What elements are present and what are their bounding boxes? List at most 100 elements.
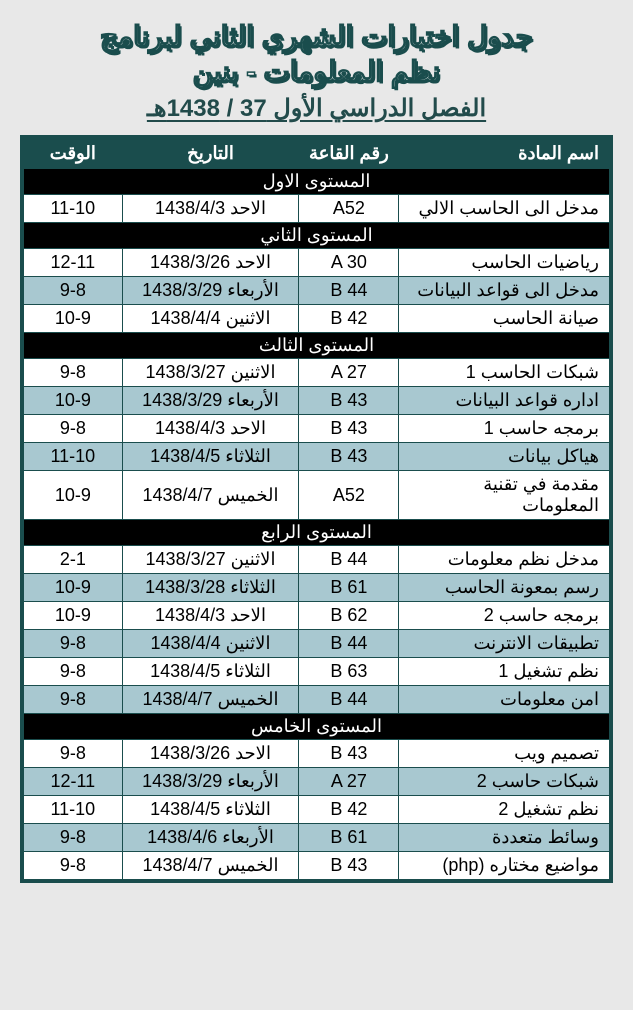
section-title: المستوى الثالث: [22, 333, 611, 359]
cell-date: الثلاثاء 1438/4/5: [122, 796, 299, 824]
cell-date: الاحد 1438/4/3: [122, 602, 299, 630]
cell-date: الاحد 1438/3/26: [122, 249, 299, 277]
table-row: وسائط متعددةB 61الأربعاء 1438/4/69-8: [22, 824, 611, 852]
cell-time: 2-1: [22, 546, 122, 574]
cell-time: 10-9: [22, 387, 122, 415]
table-row: رياضيات الحاسبA 30الاحد 1438/3/2612-11: [22, 249, 611, 277]
cell-time: 9-8: [22, 277, 122, 305]
cell-subject: تصميم ويب: [399, 740, 611, 768]
cell-subject: رسم بمعونة الحاسب: [399, 574, 611, 602]
cell-date: الثلاثاء 1438/3/28: [122, 574, 299, 602]
cell-subject: مدخل نظم معلومات: [399, 546, 611, 574]
table-row: مدخل الى قواعد البياناتB 44الأربعاء 1438…: [22, 277, 611, 305]
cell-subject: مقدمة في تقنية المعلومات: [399, 471, 611, 520]
cell-room: A 27: [299, 359, 399, 387]
cell-room: B 44: [299, 686, 399, 714]
cell-room: B 43: [299, 740, 399, 768]
col-room-header: رقم القاعة: [299, 137, 399, 169]
table-row: نظم تشغيل 2B 42الثلاثاء 1438/4/511-10: [22, 796, 611, 824]
cell-room: B 61: [299, 824, 399, 852]
cell-date: الأربعاء 1438/3/29: [122, 768, 299, 796]
cell-room: A 30: [299, 249, 399, 277]
cell-date: الاثنين 1438/4/4: [122, 305, 299, 333]
cell-time: 9-8: [22, 658, 122, 686]
cell-time: 9-8: [22, 740, 122, 768]
header: جدول اختبارات الشهري الثاني لبرنامج نظم …: [20, 20, 613, 123]
cell-subject: رياضيات الحاسب: [399, 249, 611, 277]
col-subject-header: اسم المادة: [399, 137, 611, 169]
section-title: المستوى الثاني: [22, 223, 611, 249]
cell-subject: وسائط متعددة: [399, 824, 611, 852]
cell-room: B 43: [299, 415, 399, 443]
table-row: برمجه حاسب 2B 62الاحد 1438/4/310-9: [22, 602, 611, 630]
cell-room: B 63: [299, 658, 399, 686]
table-row: شبكات حاسب 2A 27الأربعاء 1438/3/2912-11: [22, 768, 611, 796]
cell-time: 11-10: [22, 443, 122, 471]
cell-subject: مواضيع مختاره (php): [399, 852, 611, 882]
table-header-row: اسم المادة رقم القاعة التاريخ الوقت: [22, 137, 611, 169]
table-row: تطبيقات الانترنتB 44الاثنين 1438/4/49-8: [22, 630, 611, 658]
cell-room: A 27: [299, 768, 399, 796]
cell-time: 9-8: [22, 852, 122, 882]
cell-time: 11-10: [22, 195, 122, 223]
table-row: رسم بمعونة الحاسبB 61الثلاثاء 1438/3/281…: [22, 574, 611, 602]
cell-date: الخميس 1438/4/7: [122, 471, 299, 520]
cell-subject: برمجه حاسب 2: [399, 602, 611, 630]
cell-date: الخميس 1438/4/7: [122, 852, 299, 882]
exam-schedule-table: اسم المادة رقم القاعة التاريخ الوقت المس…: [20, 135, 613, 883]
cell-subject: نظم تشغيل 1: [399, 658, 611, 686]
cell-date: الاحد 1438/4/3: [122, 415, 299, 443]
col-time-header: الوقت: [22, 137, 122, 169]
cell-subject: صيانة الحاسب: [399, 305, 611, 333]
cell-subject: مدخل الى قواعد البيانات: [399, 277, 611, 305]
cell-time: 9-8: [22, 630, 122, 658]
table-row: شبكات الحاسب 1A 27الاثنين 1438/3/279-8: [22, 359, 611, 387]
cell-subject: نظم تشغيل 2: [399, 796, 611, 824]
section-header-row: المستوى الثالث: [22, 333, 611, 359]
table-row: نظم تشغيل 1B 63الثلاثاء 1438/4/59-8: [22, 658, 611, 686]
cell-room: B 42: [299, 305, 399, 333]
table-row: مدخل نظم معلوماتB 44الاثنين 1438/3/272-1: [22, 546, 611, 574]
section-header-row: المستوى الرابع: [22, 520, 611, 546]
title-sub: نظم المعلومات - بنين: [20, 55, 613, 88]
cell-subject: مدخل الى الحاسب الالي: [399, 195, 611, 223]
table-row: اداره قواعد البياناتB 43الأربعاء 1438/3/…: [22, 387, 611, 415]
cell-subject: برمجه حاسب 1: [399, 415, 611, 443]
cell-subject: شبكات الحاسب 1: [399, 359, 611, 387]
cell-time: 11-10: [22, 796, 122, 824]
cell-time: 12-11: [22, 768, 122, 796]
cell-date: الاثنين 1438/4/4: [122, 630, 299, 658]
cell-date: الاثنين 1438/3/27: [122, 546, 299, 574]
table-row: هياكل بياناتB 43الثلاثاء 1438/4/511-10: [22, 443, 611, 471]
section-header-row: المستوى الاول: [22, 169, 611, 195]
table-row: مواضيع مختاره (php)B 43الخميس 1438/4/79-…: [22, 852, 611, 882]
cell-date: الثلاثاء 1438/4/5: [122, 658, 299, 686]
cell-date: الاحد 1438/4/3: [122, 195, 299, 223]
cell-room: B 61: [299, 574, 399, 602]
table-row: برمجه حاسب 1B 43الاحد 1438/4/39-8: [22, 415, 611, 443]
cell-room: B 62: [299, 602, 399, 630]
cell-subject: اداره قواعد البيانات: [399, 387, 611, 415]
table-row: تصميم ويبB 43الاحد 1438/3/269-8: [22, 740, 611, 768]
cell-room: A52: [299, 471, 399, 520]
cell-room: A52: [299, 195, 399, 223]
cell-room: B 43: [299, 852, 399, 882]
cell-date: الاحد 1438/3/26: [122, 740, 299, 768]
section-title: المستوى الخامس: [22, 714, 611, 740]
cell-time: 10-9: [22, 305, 122, 333]
cell-room: B 44: [299, 630, 399, 658]
cell-time: 10-9: [22, 602, 122, 630]
cell-room: B 44: [299, 546, 399, 574]
table-row: مدخل الى الحاسب الاليA52الاحد 1438/4/311…: [22, 195, 611, 223]
cell-date: الخميس 1438/4/7: [122, 686, 299, 714]
col-date-header: التاريخ: [122, 137, 299, 169]
section-header-row: المستوى الخامس: [22, 714, 611, 740]
section-title: المستوى الرابع: [22, 520, 611, 546]
cell-room: B 43: [299, 443, 399, 471]
cell-time: 9-8: [22, 686, 122, 714]
cell-subject: هياكل بيانات: [399, 443, 611, 471]
cell-date: الثلاثاء 1438/4/5: [122, 443, 299, 471]
section-header-row: المستوى الثاني: [22, 223, 611, 249]
cell-subject: امن معلومات: [399, 686, 611, 714]
cell-time: 9-8: [22, 824, 122, 852]
